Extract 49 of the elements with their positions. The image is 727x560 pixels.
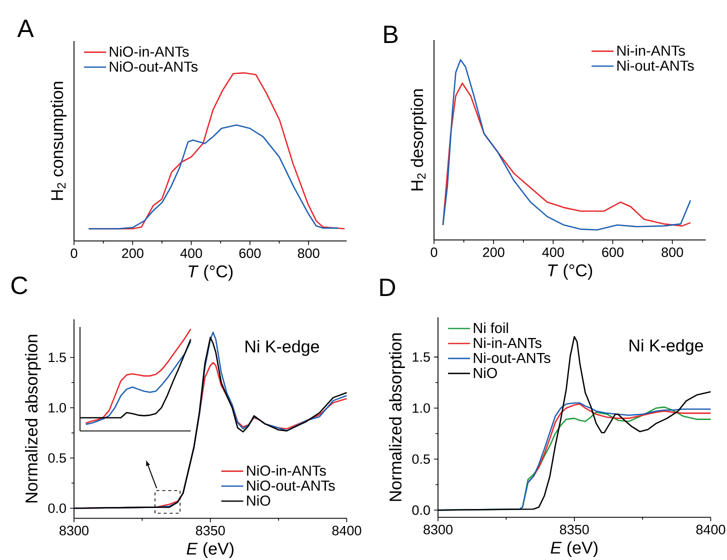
x-axis-title: T (°C): [548, 264, 592, 280]
x-tick-label: 0: [70, 248, 78, 258]
x-axis-title: E (eV): [550, 541, 598, 558]
x-tick-label: 8400: [696, 524, 726, 534]
legend-label: Ni-in-ANTs: [617, 45, 685, 56]
x-tick-label: 600: [239, 248, 261, 258]
legend-label: Ni-in-ANTs: [474, 337, 542, 348]
x-tick-label: 8400: [332, 526, 362, 536]
y-axis-title: Normalized absorption: [389, 333, 405, 501]
annotation: Ni K-edge: [630, 339, 704, 355]
x-axis-title: E (eV): [186, 542, 234, 558]
x-tick-label: 800: [298, 248, 320, 258]
y-tick-label: 0.0: [412, 505, 430, 515]
y-tick-label: 0.5: [412, 454, 430, 464]
y-tick-label: 1.0: [412, 403, 430, 413]
y-tick-label: 0.5: [48, 453, 66, 463]
legend-label: NiO-out-ANTs: [110, 61, 198, 72]
x-tick-label: 600: [602, 248, 624, 258]
legend-label: Ni-out-ANTs: [474, 352, 550, 364]
chart-title: A: [17, 20, 34, 37]
x-tick-label: 400: [542, 248, 564, 258]
x-tick-label: 0: [430, 248, 438, 258]
x-tick-label: 400: [180, 248, 202, 258]
legend-label: NiO-in-ANTs: [110, 46, 189, 57]
x-tick-label: 8300: [60, 526, 88, 536]
chart-title: C: [11, 276, 28, 294]
x-tick-label: 200: [483, 248, 504, 258]
legend-label: NiO: [247, 495, 270, 506]
y-tick-label: 1.0: [48, 402, 66, 413]
legend-label: NiO: [474, 367, 497, 378]
legend-label: NiO-in-ANTs: [247, 465, 326, 476]
chart-title: B: [384, 26, 398, 43]
y-axis-title: H$_{2}$ desorption: [410, 89, 426, 190]
chart-title: D: [380, 278, 396, 296]
x-tick-label: 8350: [560, 524, 589, 534]
y-axis-title: H$_{2}$ consumption: [50, 82, 66, 200]
y-axis-title: Normalized absorption: [25, 334, 41, 502]
x-tick-label: 200: [122, 248, 144, 258]
annotation: Ni K-edge: [246, 340, 320, 356]
y-tick-label: 1.5: [48, 352, 66, 362]
legend-label: NiO-out-ANTs: [247, 480, 335, 491]
x-tick-label: 8350: [196, 526, 225, 536]
y-tick-label: 1.5: [412, 352, 430, 362]
x-tick-label: 800: [662, 248, 684, 258]
x-tick-label: 8300: [424, 524, 452, 534]
legend-label: Ni foil: [474, 322, 508, 334]
x-axis-title: T (°C): [188, 264, 233, 281]
legend-label: Ni-out-ANTs: [617, 60, 694, 71]
y-tick-label: 0.0: [48, 503, 66, 514]
